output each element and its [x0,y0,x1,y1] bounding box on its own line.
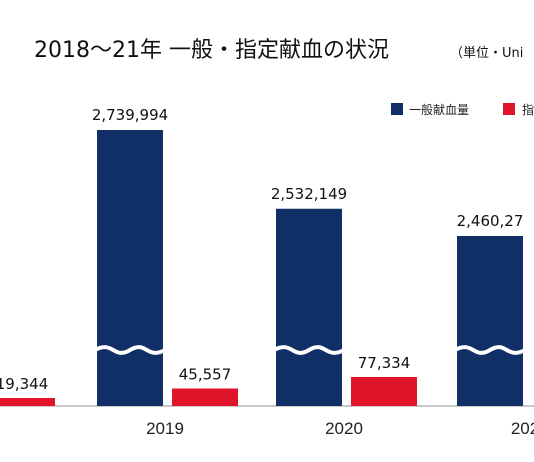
legend-label-designated: 指 [522,102,534,117]
legend-swatch-general [391,103,403,115]
legend-swatch-designated [503,103,515,115]
bar-designated-2019 [172,388,238,406]
chart-title: 2018～21年 一般・指定献血の状況 [34,38,389,63]
x-tick-2020: 2020 [325,419,363,438]
bar-designated-2020 [351,377,417,406]
bar-designated-2018 [0,398,55,406]
bars-layer [0,130,526,406]
legend-label-general: 一般献血量 [409,102,469,117]
bar-general-2021 [457,236,523,406]
data-label-designated-2020: 77,334 [358,354,411,372]
data-label-general-2021: 2,460,27 [457,212,524,230]
bar-general-2020 [276,208,342,406]
data-label-general-2020: 2,532,149 [271,185,347,203]
bar-general-2019 [97,130,163,406]
x-tick-2021: 202 [511,419,534,438]
x-tick-2019: 2019 [146,419,184,438]
axis-break-2021 [454,345,526,355]
data-labels-layer: 19,344 2,739,994 45,557 2,532,149 77,334 2,46… [0,106,523,393]
axis-break-2019 [94,345,166,355]
data-label-designated-2018: 19,344 [0,375,48,393]
x-tick-labels-layer: 2019 2020 202 [146,419,534,438]
data-label-general-2019: 2,739,994 [92,106,168,124]
chart-subtitle: （単位・Uni [450,45,523,61]
data-label-designated-2019: 45,557 [179,366,232,384]
axis-break-2020 [273,345,345,355]
